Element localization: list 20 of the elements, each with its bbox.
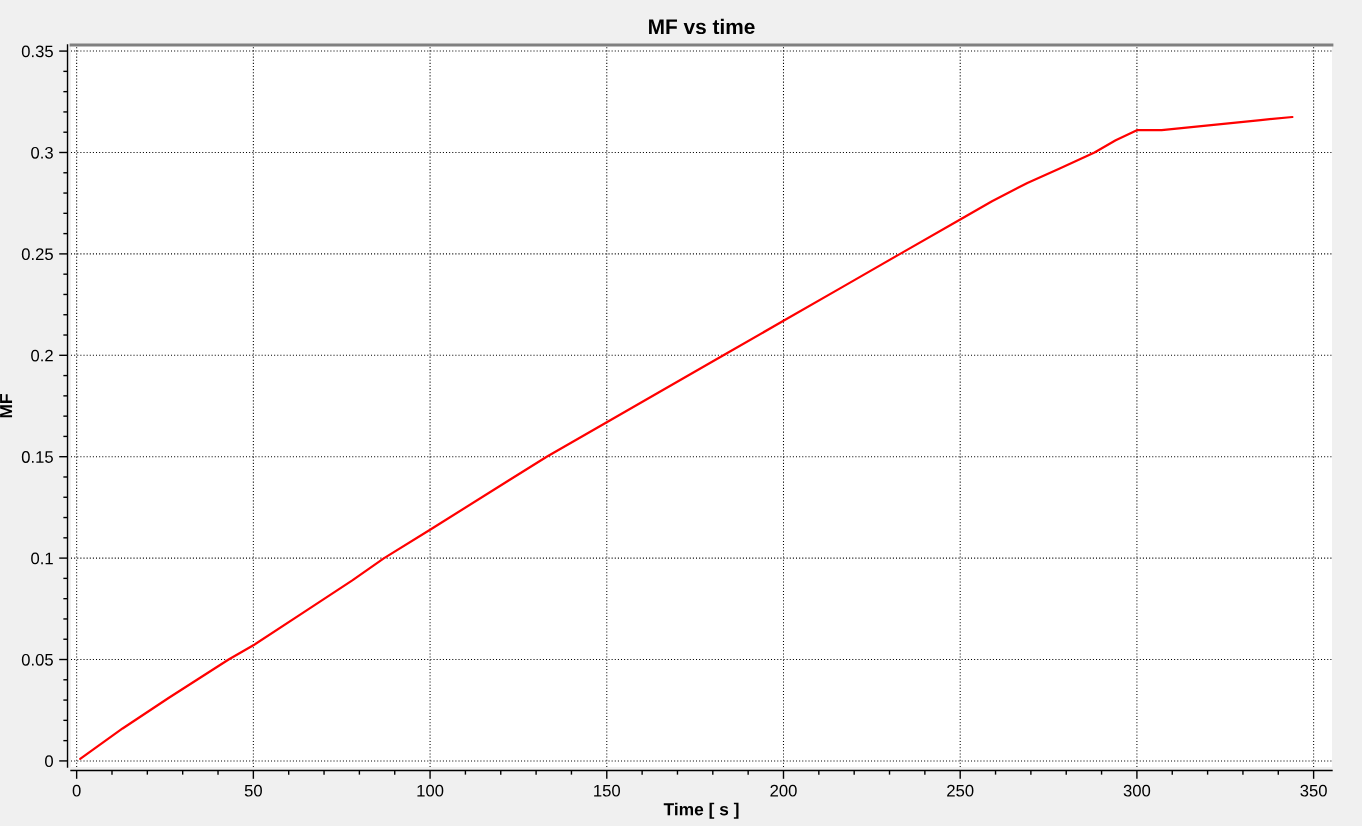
x-tick-label: 50 [244,784,262,797]
y-axis-title: MF [0,394,13,418]
x-tick-label: 200 [770,784,797,797]
y-tick-label: 0.3 [31,146,53,159]
line-series [79,115,1294,760]
y-tick-label: 0.35 [21,45,53,58]
x-tick-label: 300 [1123,784,1151,797]
chart-title: MF vs time [649,18,755,35]
x-tick-label: 100 [417,784,444,797]
x-tick-label: 250 [947,784,974,797]
y-tick-label: 0.05 [21,653,53,666]
x-axis-title: Time [ s ] [663,802,739,819]
y-tick-label: 0.25 [21,248,53,261]
x-tick-label: 350 [1300,784,1327,797]
y-tick-label: 0.1 [31,552,53,565]
y-tick-label: 0.15 [21,451,53,463]
y-tick-label: 0 [45,755,53,768]
x-tick-label: 0 [72,784,81,797]
y-tick-label: 0.2 [31,349,53,362]
x-tick-label: 150 [594,784,621,797]
